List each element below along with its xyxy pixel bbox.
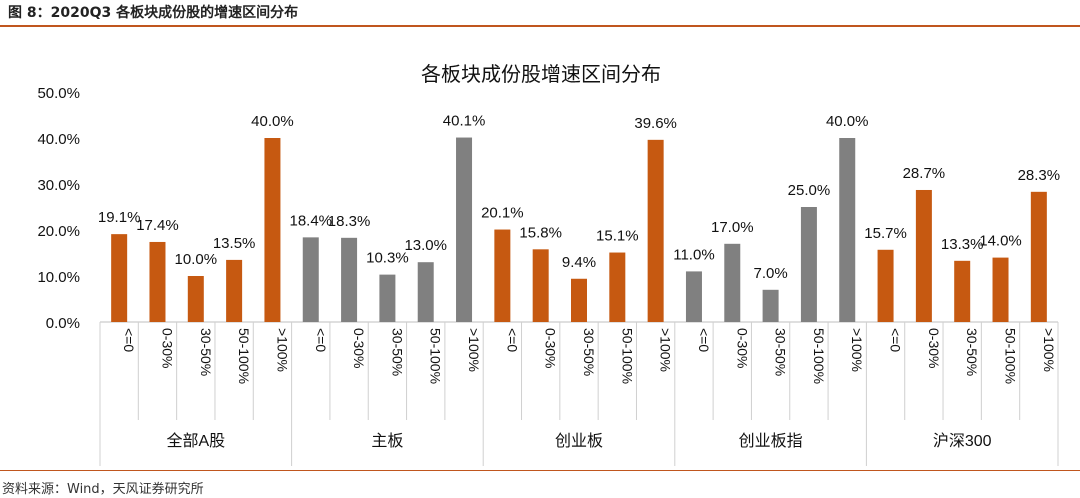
- data-label: 17.0%: [711, 219, 754, 236]
- group-label: 创业板指: [739, 432, 803, 450]
- data-label: 15.1%: [596, 228, 639, 245]
- bar: [800, 207, 817, 322]
- source-note: 资料来源：Wind，天风证券研究所: [2, 482, 204, 497]
- bar: [532, 249, 549, 322]
- bar: [762, 289, 779, 322]
- y-tick-label: 30.0%: [37, 177, 80, 194]
- category-tick-label: 30-50%: [773, 328, 789, 376]
- category-tick-label: 50-100%: [428, 328, 444, 384]
- group-label: 全部A股: [166, 432, 225, 450]
- data-label: 39.6%: [634, 115, 677, 132]
- category-tick-label: 50-100%: [1003, 328, 1019, 384]
- category-tick-label: <=0: [121, 328, 137, 352]
- bar: [954, 260, 971, 322]
- bar: [915, 189, 932, 322]
- bar: [302, 237, 319, 322]
- bar: [724, 243, 741, 322]
- category-tick-label: <=0: [504, 328, 520, 352]
- bar: [647, 139, 664, 322]
- category-tick-label: 50-100%: [236, 328, 252, 384]
- category-tick-label: 0-30%: [351, 328, 367, 368]
- data-label: 7.0%: [753, 265, 787, 282]
- category-tick-label: 30-50%: [581, 328, 597, 376]
- category-tick-label: 0-30%: [543, 328, 559, 368]
- y-tick-label: 0.0%: [46, 315, 80, 332]
- data-label: 25.0%: [788, 182, 831, 199]
- data-label: 9.4%: [562, 254, 596, 271]
- bar: [571, 278, 587, 322]
- category-tick-label: <=0: [696, 328, 712, 352]
- category-tick-label: 30-50%: [964, 328, 980, 376]
- data-label: 10.3%: [366, 250, 409, 267]
- category-tick-label: >100%: [658, 328, 674, 372]
- bar: [417, 262, 434, 322]
- bar: [187, 276, 204, 322]
- top-rule: [0, 25, 1080, 27]
- category-tick-label: <=0: [313, 328, 329, 352]
- bar: [226, 259, 243, 322]
- y-tick-label: 50.0%: [37, 85, 80, 102]
- bar: [111, 234, 128, 322]
- data-label: 13.5%: [213, 235, 256, 252]
- category-tick-label: 50-100%: [619, 328, 635, 384]
- bar: [839, 138, 856, 322]
- data-label: 10.0%: [175, 251, 218, 268]
- category-tick-label: 0-30%: [734, 328, 750, 368]
- data-label: 15.8%: [519, 224, 562, 241]
- bar: [149, 241, 166, 322]
- y-tick-label: 20.0%: [37, 223, 80, 240]
- group-label: 沪深300: [933, 432, 992, 450]
- bar: [494, 229, 511, 322]
- group-label: 主板: [371, 432, 403, 450]
- y-tick-label: 10.0%: [37, 269, 80, 286]
- bar: [1030, 191, 1047, 322]
- category-tick-label: 30-50%: [198, 328, 214, 376]
- bar: [992, 257, 1009, 322]
- group-label: 创业板: [555, 432, 603, 450]
- data-label: 13.0%: [404, 237, 447, 254]
- data-label: 14.0%: [979, 233, 1022, 250]
- bar: [264, 138, 281, 322]
- bottom-rule: [0, 470, 1080, 471]
- bar: [341, 237, 358, 322]
- data-label: 18.3%: [328, 213, 371, 230]
- category-tick-label: >100%: [466, 328, 482, 372]
- bar: [685, 271, 702, 322]
- data-label: 19.1%: [98, 209, 141, 226]
- y-tick-label: 40.0%: [37, 131, 80, 148]
- data-label: 15.7%: [864, 225, 907, 242]
- data-label: 20.1%: [481, 205, 524, 222]
- category-tick-label: >100%: [1041, 328, 1057, 372]
- category-tick-label: >100%: [849, 328, 865, 372]
- bar-chart: 各板块成份股增速区间分布 0.0% 10.0% 20.0% 30.0% 40.0% 50.0…: [37, 63, 1061, 466]
- data-label: 40.0%: [826, 113, 869, 130]
- data-label: 40.1%: [443, 113, 486, 130]
- category-tick-label: 30-50%: [389, 328, 405, 376]
- data-label: 28.7%: [903, 165, 946, 182]
- category-tick-label: 0-30%: [926, 328, 942, 368]
- bar: [609, 252, 626, 322]
- category-tick-label: >100%: [274, 328, 290, 372]
- chart-title: 各板块成份股增速区间分布: [421, 63, 661, 86]
- data-label: 11.0%: [673, 246, 714, 263]
- data-label: 18.4%: [289, 212, 332, 229]
- data-label: 40.0%: [251, 113, 294, 130]
- bar: [456, 137, 473, 322]
- category-tick-label: <=0: [888, 328, 904, 352]
- bar: [379, 274, 396, 322]
- data-label: 28.3%: [1018, 167, 1061, 184]
- category-tick-label: 50-100%: [811, 328, 827, 384]
- bar: [877, 249, 894, 322]
- data-label: 17.4%: [136, 217, 179, 234]
- data-label: 13.3%: [941, 236, 984, 253]
- figure-caption: 图 8：2020Q3 各板块成份股的增速区间分布: [8, 5, 299, 21]
- category-tick-label: 0-30%: [159, 328, 175, 368]
